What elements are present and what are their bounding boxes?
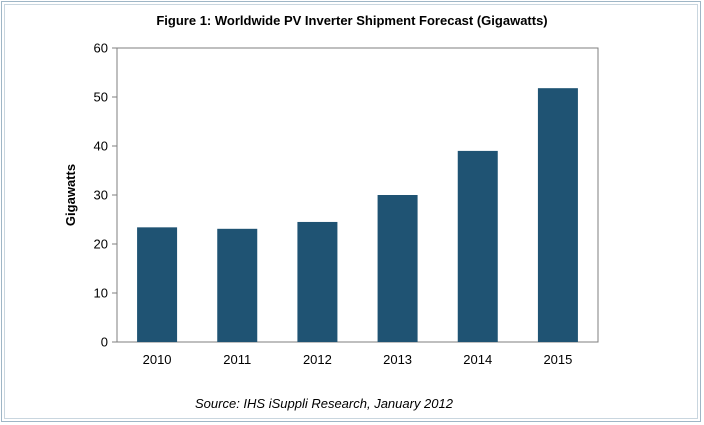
x-axis-ticks: 2010 2011 2012 2013 2014 2015 — [143, 352, 573, 367]
y-tick-label: 10 — [94, 286, 108, 301]
y-tick-label: 30 — [94, 188, 108, 203]
x-tick-label: 2013 — [383, 352, 412, 367]
chart-source: Source: IHS iSuppli Research, January 20… — [195, 396, 453, 411]
y-tick-label: 20 — [94, 237, 108, 252]
x-tick-label: 2014 — [463, 352, 492, 367]
x-tick-label: 2011 — [223, 352, 251, 367]
y-axis-label: Gigawatts — [63, 164, 78, 226]
y-tick-label: 50 — [94, 90, 108, 105]
bar-2010 — [137, 227, 178, 342]
x-tick-label: 2012 — [303, 352, 332, 367]
y-axis-ticks: 0 10 20 30 40 50 60 — [94, 41, 117, 350]
x-tick-label: 2010 — [143, 352, 172, 367]
y-tick-label: 60 — [94, 41, 108, 56]
chart-title: Figure 1: Worldwide PV Inverter Shipment… — [156, 13, 548, 28]
bar-2015 — [537, 88, 578, 343]
bar-2014 — [457, 150, 498, 342]
y-tick-label: 40 — [94, 139, 108, 154]
bar-2013 — [377, 195, 418, 342]
plot-area — [116, 47, 599, 343]
bar-2011 — [217, 228, 258, 342]
bar-2012 — [297, 221, 338, 342]
chart-inner-frame — [4, 4, 698, 419]
y-tick-label: 0 — [101, 335, 108, 350]
x-tick-label: 2015 — [543, 352, 572, 367]
bars — [137, 88, 578, 343]
